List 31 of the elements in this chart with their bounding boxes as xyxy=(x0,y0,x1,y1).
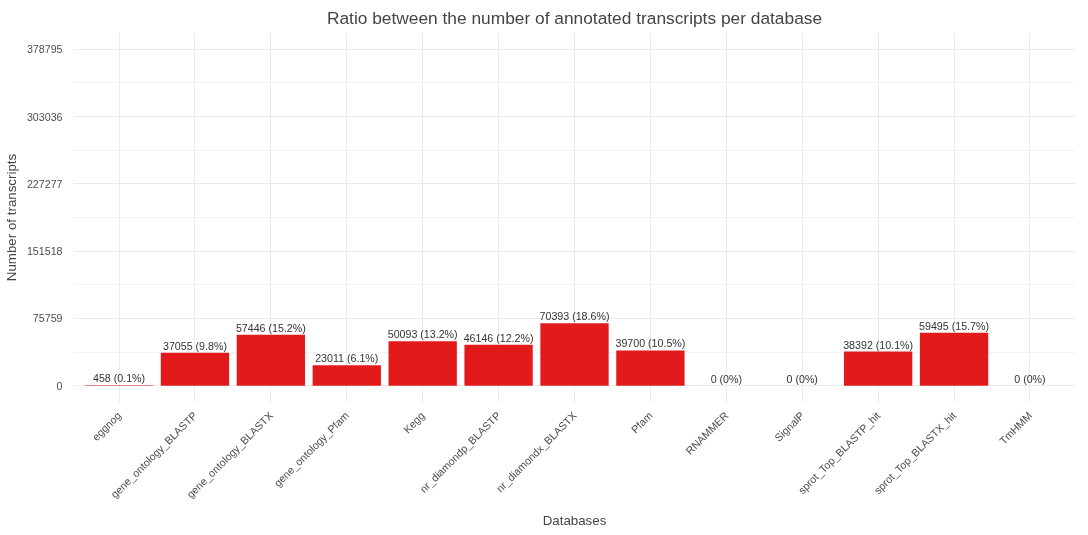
y-tick-label: 151518 xyxy=(26,245,63,258)
bar xyxy=(464,344,533,386)
bar xyxy=(236,334,306,386)
x-axis-title: Databases xyxy=(542,512,607,528)
y-tick-label: 378795 xyxy=(26,43,63,56)
y-tick-label: 303036 xyxy=(26,110,63,123)
bar xyxy=(160,352,230,386)
bar xyxy=(616,350,685,386)
data-label: 458 (0.1%) xyxy=(92,372,146,385)
data-label: 23011 (6.1%) xyxy=(315,352,379,365)
bar xyxy=(843,351,913,386)
y-axis-title: Number of transcripts xyxy=(3,153,19,282)
data-label: 37055 (9.8%) xyxy=(162,339,227,352)
data-label: 59495 (15.7%) xyxy=(919,319,989,332)
data-label: 70393 (18.6%) xyxy=(539,310,610,323)
data-label: 57446 (15.2%) xyxy=(235,321,306,334)
bar xyxy=(312,365,381,386)
chart-title: Ratio between the number of annotated transcripts per database xyxy=(326,7,823,28)
data-label: 0 (0%) xyxy=(786,372,818,385)
bar xyxy=(540,323,609,386)
bar xyxy=(388,341,457,386)
data-label: 50093 (13.2%) xyxy=(387,328,458,341)
data-label: 38392 (10.1%) xyxy=(843,338,914,351)
bar xyxy=(919,332,989,386)
y-tick-label: 75759 xyxy=(32,312,63,325)
y-tick-label: 227277 xyxy=(26,177,63,190)
data-label: 0 (0%) xyxy=(1014,372,1046,385)
data-label: 0 (0%) xyxy=(710,372,743,385)
data-label: 39700 (10.5%) xyxy=(615,337,686,350)
data-label: 46146 (12.2%) xyxy=(463,331,534,344)
y-tick-label: 0 xyxy=(56,379,63,392)
